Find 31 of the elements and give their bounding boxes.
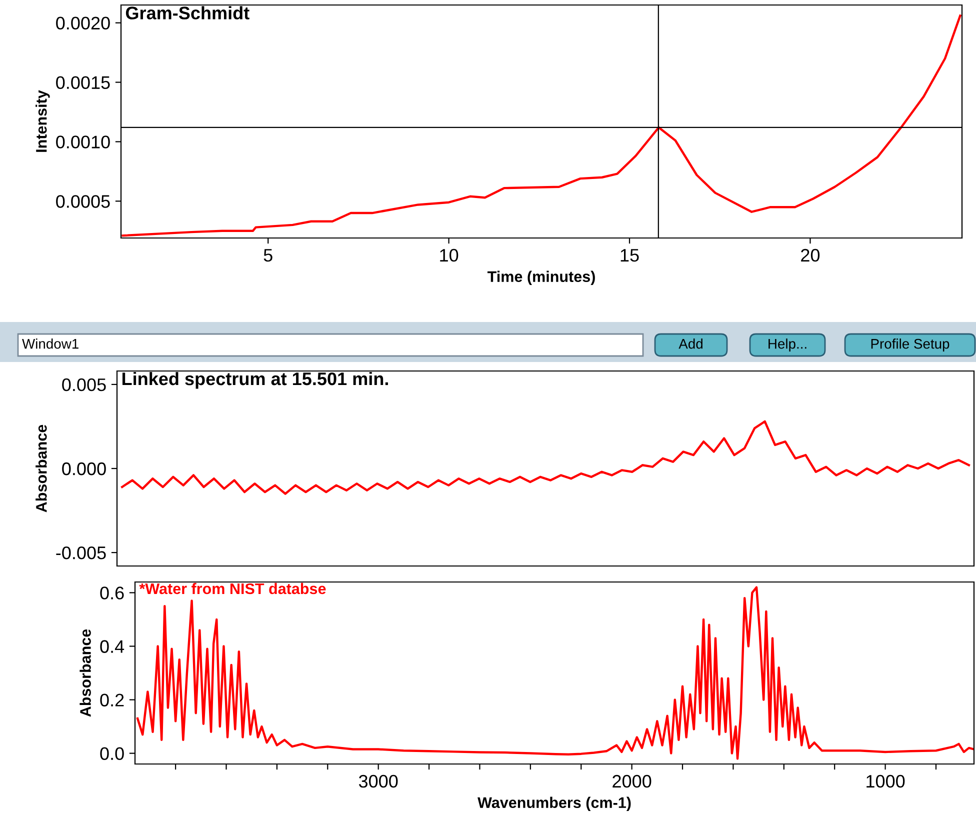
line-series (120, 420, 970, 495)
x-tick-label: 20 (801, 248, 820, 262)
x-tick-label: 3000 (358, 774, 398, 788)
y-axis-title: Intensity (36, 90, 50, 152)
y-tick-label: 0.000 (62, 462, 106, 476)
y-tick-label: 0.2 (100, 694, 124, 706)
chart-title: Gram-Schmidt (126, 6, 250, 20)
y-tick-label: 0.4 (100, 640, 124, 653)
y-tick-label: -0.005 (56, 546, 106, 560)
x-tick-label: 1000 (866, 774, 905, 788)
x-tick-label: 15 (620, 249, 639, 262)
text: Profile Setup (871, 338, 950, 352)
y-axis-title: Absorbance (80, 629, 91, 717)
y-tick-label: 0.0010 (56, 136, 110, 148)
x-tick-label: 10 (440, 248, 458, 262)
x-tick-label: 5 (264, 249, 272, 262)
x-tick-label: 2000 (612, 774, 652, 788)
y-tick-label: 0.0020 (56, 16, 110, 30)
y-axis-title: Absorbance (36, 424, 47, 512)
y-tick-label: 0.005 (62, 378, 106, 392)
text: Add (678, 338, 702, 349)
y-tick-label: 0.0005 (56, 195, 110, 208)
chart-title: Linked spectrum at 15.501 min. (122, 372, 388, 389)
chart-title: *Water from NIST databse (139, 582, 326, 594)
y-tick-label: 0.0015 (56, 76, 110, 89)
text: Window1 (22, 338, 78, 349)
x-axis-title: Wavenumbers (cm-1) (478, 796, 631, 812)
y-tick-label: 0.6 (100, 586, 124, 600)
y-tick-label: 0.0 (100, 747, 124, 760)
x-axis-title: Time (minutes) (487, 270, 595, 286)
text: Help... (768, 338, 806, 352)
